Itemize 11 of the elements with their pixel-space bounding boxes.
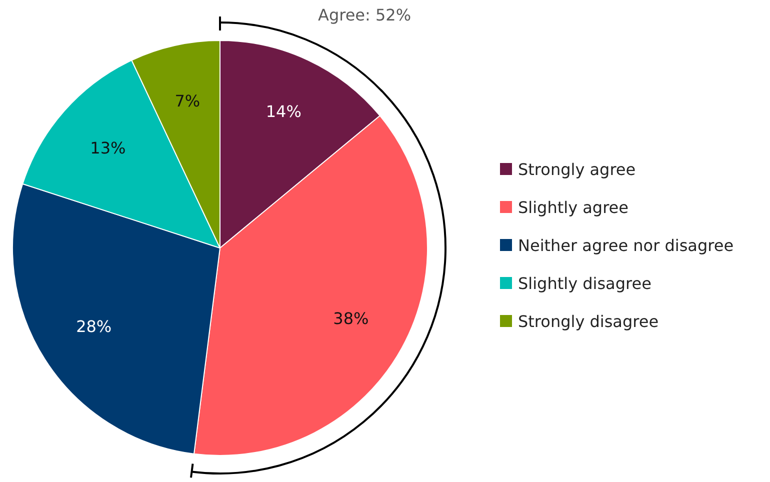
data-label: 14% xyxy=(266,102,302,121)
legend-label: Strongly disagree xyxy=(518,312,659,331)
legend-label: Neither agree nor disagree xyxy=(518,236,734,255)
legend-label: Slightly disagree xyxy=(518,274,652,293)
data-label: 28% xyxy=(76,317,112,336)
legend-label: Strongly agree xyxy=(518,160,636,179)
legend-label: Slightly agree xyxy=(518,198,628,217)
text: Agree: 52% xyxy=(318,6,412,24)
data-label: 7% xyxy=(174,91,200,110)
data-label: 13% xyxy=(90,138,126,158)
data-label: 38% xyxy=(333,309,369,328)
